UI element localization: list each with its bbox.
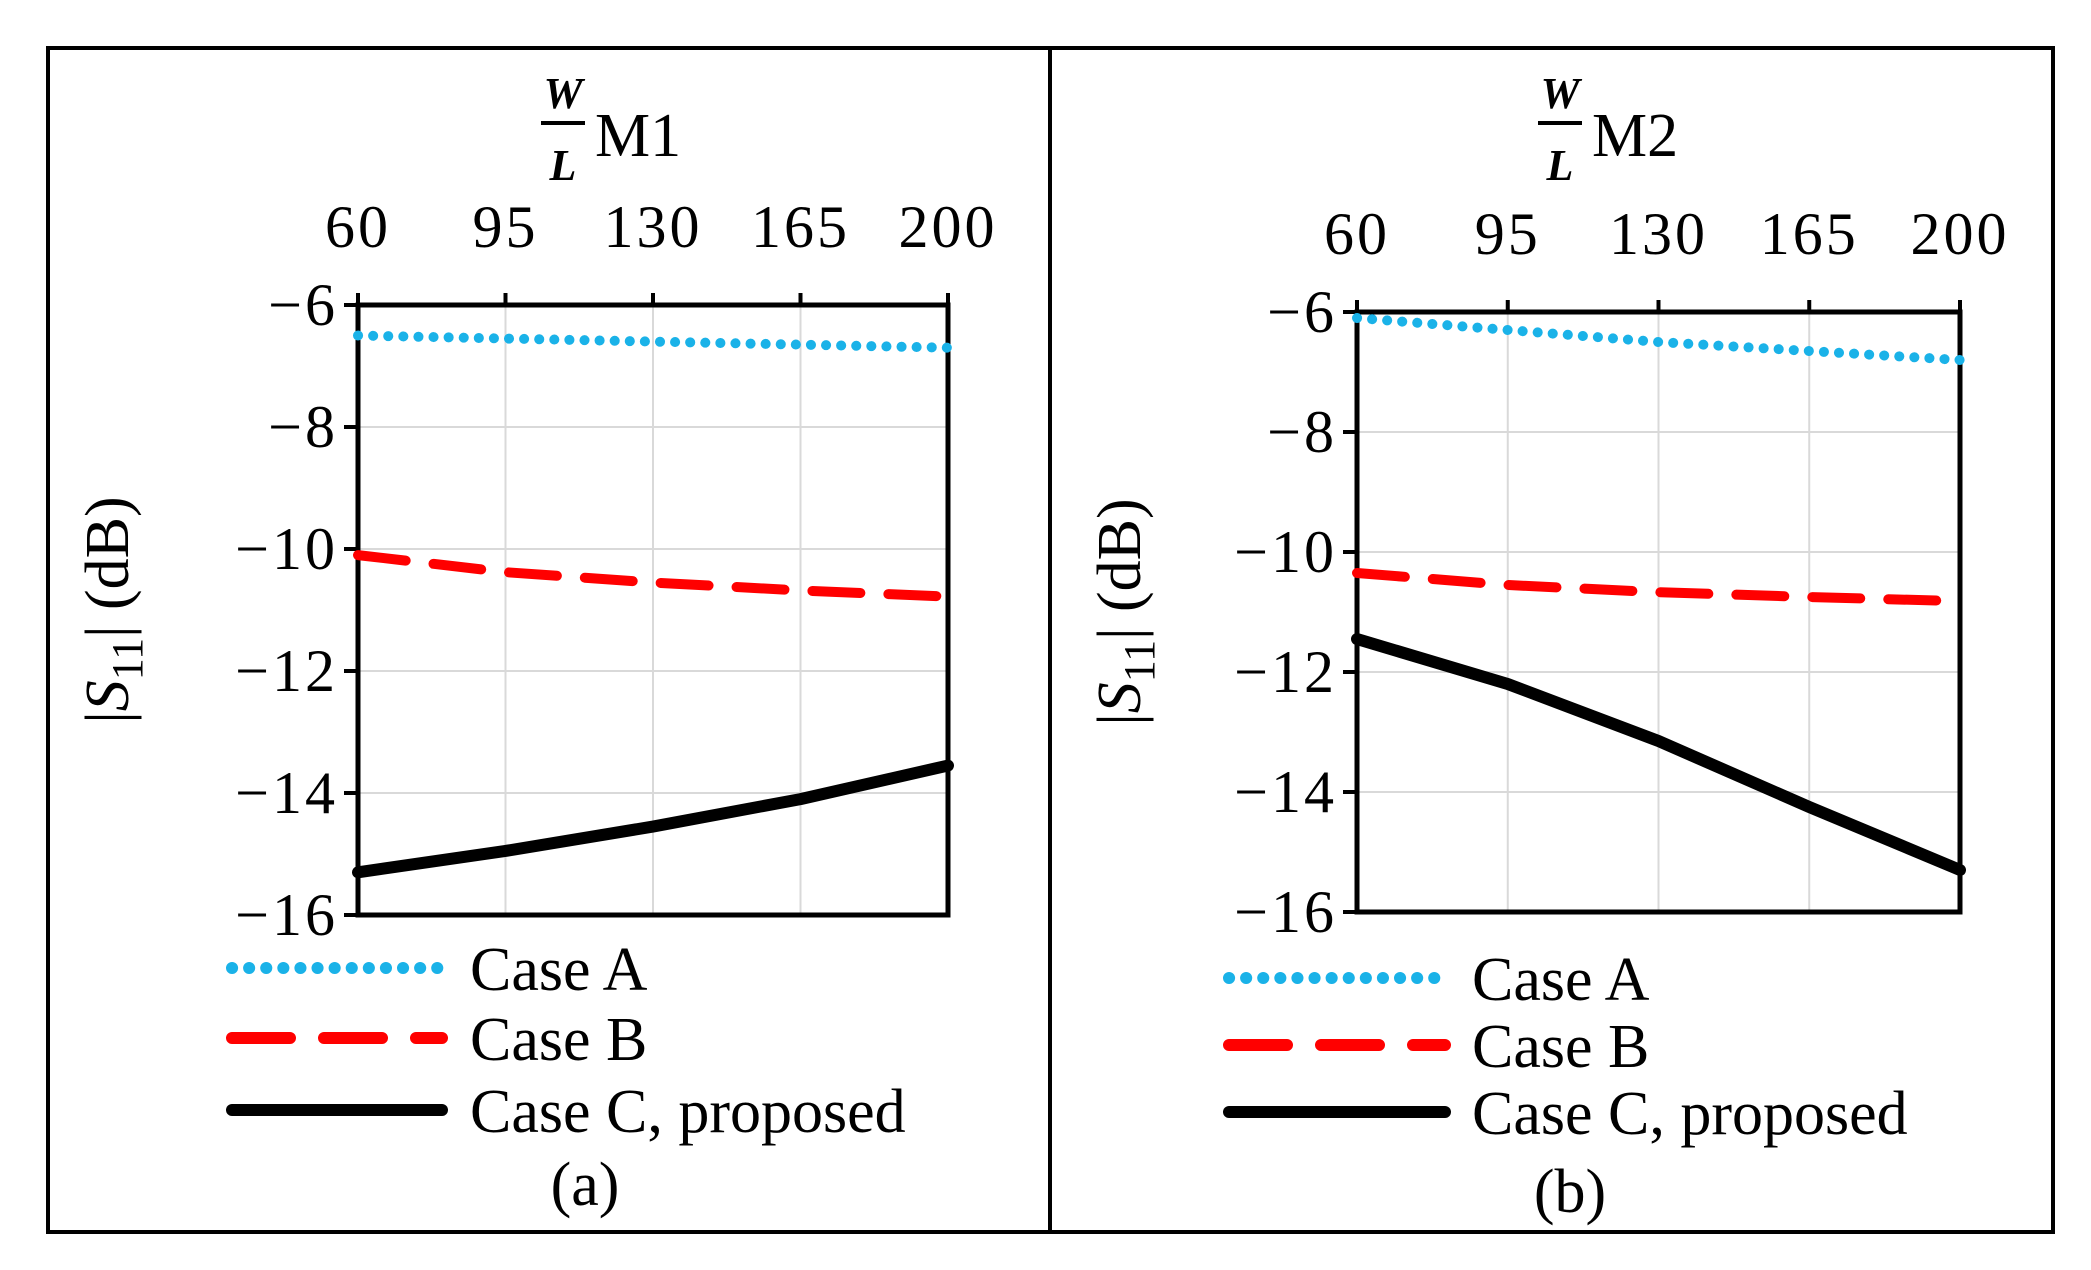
legend-label: Case A: [470, 936, 648, 1004]
top-axis-label: M2: [1592, 102, 1678, 170]
panel-label: (b): [1534, 1158, 1606, 1226]
legend-label: Case B: [1472, 1013, 1649, 1081]
y-tick-label: −14: [1234, 759, 1337, 825]
legend-label: Case A: [1472, 946, 1650, 1014]
y-tick-label: −12: [1234, 639, 1337, 705]
y-tick-label: −10: [235, 516, 338, 582]
y-axis-label: |S11| (dB): [1086, 498, 1164, 725]
axis-fraction-denominator: L: [1546, 141, 1574, 190]
y-tick-label: −6: [268, 272, 338, 338]
y-tick-label: −10: [1234, 519, 1337, 585]
y-tick-label: −14: [235, 760, 338, 826]
y-tick-label: −6: [1267, 279, 1337, 345]
x-tick-label: 95: [1475, 201, 1541, 267]
legend-label: Case B: [470, 1006, 647, 1074]
x-tick-label: 165: [1760, 201, 1859, 267]
series-line-case-b: [353, 550, 953, 602]
series-line-case-c-proposed: [352, 759, 954, 879]
x-tick-label: 60: [1324, 201, 1390, 267]
y-tick-label: −8: [268, 394, 338, 460]
series-line-case-a: [1352, 313, 1965, 365]
y-axis-label: |S11| (dB): [74, 496, 152, 723]
axis-fraction-denominator: L: [549, 141, 577, 190]
series-line-case-c-proposed: [1351, 633, 1966, 876]
x-tick-label: 200: [1911, 201, 2010, 267]
axis-fraction-numerator: W: [543, 69, 585, 118]
y-tick-label: −8: [1267, 399, 1337, 465]
x-tick-label: 95: [473, 194, 539, 260]
panel-b: 60 95 130 165 200 −6 −8 −10 −12 −14 −16 WL M2 |S11| (…: [1086, 69, 2010, 1226]
figure-frame: [46, 46, 2055, 1234]
x-tick-label: 130: [1609, 201, 1708, 267]
series-line-case-b: [1352, 568, 1965, 607]
panel-a: 60 95 130 165 200 −6 −8 −10 −12 −14 −16 WL M1 |S11| (…: [74, 69, 998, 1219]
legend-label: Case C, proposed: [470, 1078, 906, 1146]
y-tick-label: −12: [235, 638, 338, 704]
axis-fraction-numerator: W: [1540, 69, 1582, 118]
x-tick-label: 130: [604, 194, 703, 260]
x-tick-label: 60: [325, 194, 391, 260]
x-tick-label: 200: [899, 194, 998, 260]
y-tick-label: −16: [1234, 879, 1337, 945]
legend-label: Case C, proposed: [1472, 1080, 1908, 1148]
x-tick-label: 165: [751, 194, 850, 260]
y-tick-label: −16: [235, 882, 338, 948]
panel-label: (a): [551, 1151, 620, 1219]
top-axis-label: M1: [595, 102, 681, 170]
